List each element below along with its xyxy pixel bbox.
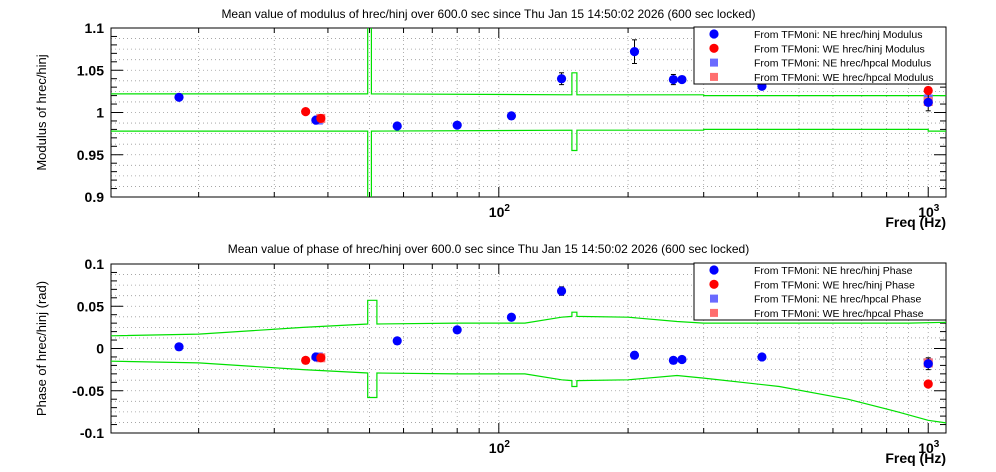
x-tick-label-exponent: 2 (504, 439, 510, 450)
legend-marker-square (710, 294, 718, 303)
plot-content (111, 286, 946, 424)
data-point (668, 355, 678, 365)
data-point (316, 353, 326, 363)
data-point (668, 74, 678, 85)
data-point (506, 312, 517, 322)
data-point (923, 97, 933, 107)
legend-entry: From TFMoni: NE hrec/hpcal Phase (754, 294, 921, 306)
tolerance-band-lower (111, 360, 946, 424)
y-tick-label: 1 (96, 105, 104, 121)
data-point (629, 350, 640, 360)
y-tick-label: 1.1 (85, 20, 105, 36)
y-axis-label: Modulus of hrec/hinj (34, 54, 49, 170)
x-tick-label: 102 (489, 203, 511, 220)
legend-marker (709, 265, 719, 275)
legend-entry: From TFMoni: NE hrec/hpcal Modulus (754, 58, 931, 70)
y-tick-label: 0.9 (85, 189, 105, 205)
legend: From TFMoni: NE hrec/hinj Phase From TFMo… (693, 262, 947, 321)
legend-entry: From TFMoni: NE hrec/hinj Modulus (754, 29, 922, 41)
legend-marker (709, 43, 719, 53)
y-axis-label: Phase of hrec/hinj (rad) (34, 281, 49, 416)
x-axis-label: Freq (Hz) (885, 214, 946, 230)
legend-marker-square (710, 72, 718, 81)
series-4 (316, 97, 933, 123)
data-point (452, 120, 462, 130)
x-tick-label: 102 (489, 439, 511, 456)
legend-entry: From TFMoni: NE hrec/hinj Phase (754, 265, 913, 277)
data-point (316, 113, 326, 124)
y-tick-label: 1.05 (77, 62, 104, 78)
data-point (923, 379, 933, 389)
y-tick-label: 0.1 (85, 256, 105, 272)
y-tick-label: 0.95 (77, 147, 104, 163)
legend-entry: From TFMoni: WE hrec/hinj Phase (754, 279, 915, 291)
series-2 (301, 85, 933, 124)
data-point (556, 74, 567, 84)
x-tick-label-exponent: 3 (934, 439, 940, 450)
legend-entry: From TFMoni: WE hrec/hinj Modulus (754, 43, 925, 55)
data-point (392, 336, 402, 346)
x-tick-label-base: 10 (918, 440, 934, 456)
legend-marker-square (710, 308, 718, 317)
data-point (174, 342, 184, 352)
series-1 (174, 286, 933, 371)
chart-title: Mean value of modulus of hrec/hinj over … (221, 7, 755, 21)
data-point (452, 325, 462, 335)
x-tick-label-exponent: 3 (934, 203, 940, 214)
data-point (301, 107, 311, 117)
data-point (677, 354, 687, 365)
tolerance-band-upper (111, 28, 946, 97)
x-tick-label: 103 (918, 203, 940, 220)
y-tick-label: 0.05 (77, 298, 104, 314)
chart-title: Mean value of phase of hrec/hinj over 60… (228, 242, 749, 256)
x-tick-label-base: 10 (489, 440, 505, 456)
data-point (629, 47, 640, 57)
legend-marker (709, 279, 719, 289)
data-point (556, 286, 567, 296)
legend-box (693, 26, 947, 85)
series-3 (313, 352, 933, 368)
x-tick-label-base: 10 (918, 204, 934, 220)
series-4 (316, 353, 933, 368)
legend-entry: From TFMoni: WE hrec/hpcal Modulus (754, 72, 934, 84)
tolerance-band-upper (111, 299, 946, 337)
x-tick-label-exponent: 2 (504, 203, 510, 214)
data-point (757, 352, 767, 362)
tolerance-band-lower (111, 128, 946, 197)
y-tick-label: -0.1 (80, 425, 104, 441)
legend-marker-square (710, 58, 718, 67)
x-tick-label: 103 (918, 439, 940, 456)
data-point (923, 85, 933, 96)
legend-entry: From TFMoni: WE hrec/hpcal Phase (754, 308, 924, 320)
legend-marker (709, 29, 719, 39)
y-tick-label: 0 (96, 341, 104, 357)
data-point (506, 111, 517, 121)
x-tick-label-base: 10 (489, 204, 505, 220)
data-point (923, 359, 933, 369)
plot-content (111, 28, 946, 197)
series-3 (313, 94, 933, 125)
data-point (301, 355, 311, 365)
legend: From TFMoni: NE hrec/hinj Modulus From TF… (693, 26, 947, 85)
legend-box (693, 262, 947, 321)
data-point (392, 121, 402, 131)
x-axis-label: Freq (Hz) (885, 450, 946, 466)
series-2 (301, 353, 933, 389)
data-point (677, 74, 687, 85)
y-tick-label: -0.05 (72, 383, 104, 399)
data-point (174, 92, 184, 102)
